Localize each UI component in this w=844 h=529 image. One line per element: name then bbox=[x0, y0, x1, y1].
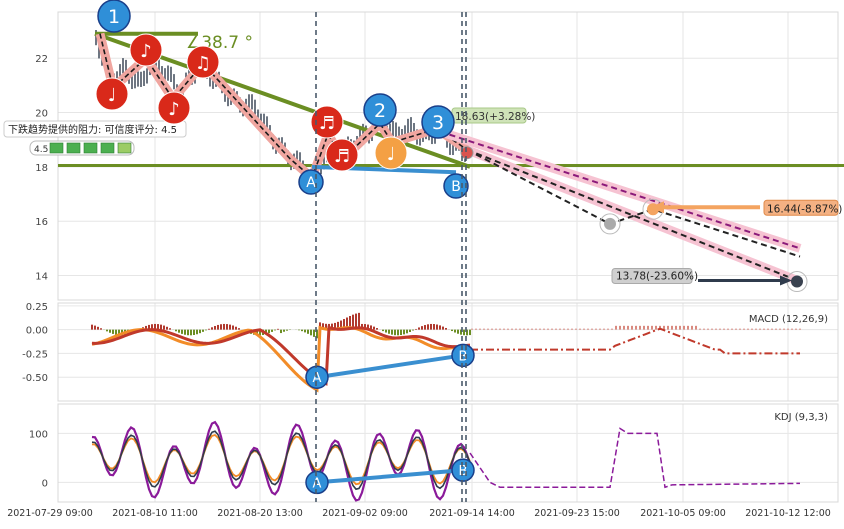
x-tick-label: 2021-09-02 09:00 bbox=[322, 508, 408, 519]
note-glyph: ♩ bbox=[387, 144, 396, 165]
score-star bbox=[100, 142, 115, 154]
x-tick-label: 2021-10-12 12:00 bbox=[745, 508, 831, 519]
macd-y-tick: 0.00 bbox=[26, 326, 48, 337]
x-tick-label: 2021-08-20 13:00 bbox=[217, 508, 303, 519]
kdj-divergence-line bbox=[316, 468, 464, 485]
note-marker bbox=[129, 33, 163, 67]
x-tick-label: 2021-07-29 09:00 bbox=[7, 508, 93, 519]
macd-y-tick: -0.50 bbox=[22, 373, 48, 384]
price-y-tick: 18 bbox=[35, 163, 48, 174]
resistance-label-box bbox=[3, 120, 187, 138]
axis-ticks: 2021-07-29 09:00 2021-08-10 11:00 2021-08-… bbox=[7, 54, 831, 519]
projection-upper bbox=[439, 130, 801, 250]
note-glyph: ♩ bbox=[108, 85, 117, 106]
macd-div-marker bbox=[451, 343, 475, 368]
kdj-y-tick: 0 bbox=[42, 478, 48, 489]
macd-div-label: B bbox=[459, 349, 468, 364]
projection-glow bbox=[465, 145, 802, 286]
resistance-label: 下跌趋势提供的阻力: 可信度评分: 4.5 bbox=[8, 123, 177, 136]
note-glyph: ♪ bbox=[168, 99, 180, 120]
macd-y-tick: 0.25 bbox=[26, 302, 48, 313]
kdj-panel-frame bbox=[57, 403, 839, 503]
lower-target-arrowhead bbox=[780, 275, 792, 286]
note-glyph: ♪ bbox=[140, 41, 152, 62]
grid bbox=[58, 12, 838, 502]
lower-target-box bbox=[611, 268, 693, 285]
macd-divergence-line bbox=[316, 353, 464, 380]
upper-target-arrowhead bbox=[650, 201, 664, 214]
ab-label: A bbox=[306, 175, 316, 191]
kdj-label: KDJ (9,3,3) bbox=[774, 412, 828, 423]
price-y-tick: 20 bbox=[35, 109, 48, 120]
vertical-markers bbox=[315, 12, 467, 502]
pivot-marker bbox=[421, 105, 455, 139]
x-tick-label: 2021-10-05 09:00 bbox=[640, 508, 726, 519]
pivot-marker bbox=[97, 0, 131, 33]
note-glyph: ♫ bbox=[195, 53, 211, 74]
price-panel: ∠38.7 °16.44(-8.87%)13.78(-23.60%)18.63(… bbox=[3, 0, 844, 293]
target-dot bbox=[604, 217, 616, 230]
kdj-y-tick: 100 bbox=[29, 429, 48, 440]
note-marker bbox=[186, 45, 220, 79]
score-value: 4.5 bbox=[34, 145, 48, 155]
upper-target-box bbox=[763, 199, 839, 216]
score-star bbox=[66, 142, 81, 154]
last-price-dot bbox=[460, 146, 474, 160]
target-dot bbox=[791, 275, 803, 288]
pivot-label: 2 bbox=[374, 100, 386, 122]
kdj-div-marker bbox=[305, 470, 329, 495]
kdj-div-label: B bbox=[459, 464, 468, 479]
macd-y-tick: -0.25 bbox=[22, 349, 48, 360]
pivot-label: 3 bbox=[432, 112, 444, 134]
kdj-div-label: A bbox=[313, 476, 322, 491]
price-y-tick: 22 bbox=[35, 54, 48, 65]
score-star bbox=[49, 142, 64, 154]
ab-label: B bbox=[451, 179, 461, 195]
macd-projection bbox=[470, 327, 800, 355]
x-tick-label: 2021-09-14 14:00 bbox=[429, 508, 515, 519]
score-star bbox=[117, 142, 132, 154]
kdj-projection bbox=[469, 427, 801, 489]
macd-label: MACD (12,26,9) bbox=[749, 314, 828, 325]
last-price-label: 18.63(+3.28%) bbox=[455, 111, 535, 123]
macd-panel-frame bbox=[57, 302, 839, 402]
note-marker bbox=[95, 77, 129, 111]
upper-target-label: 16.44(-8.87%) bbox=[767, 203, 842, 215]
price-y-tick: 16 bbox=[35, 217, 48, 228]
target-ring bbox=[599, 213, 621, 235]
note-marker bbox=[157, 91, 191, 125]
lower-target-label: 13.78(-23.60%) bbox=[616, 271, 698, 283]
macd-div-marker bbox=[305, 365, 329, 389]
note-glyph: ♬ bbox=[319, 113, 335, 134]
note-marker bbox=[374, 136, 408, 170]
note-marker bbox=[310, 105, 344, 139]
note-marker bbox=[325, 138, 359, 172]
pivot-label: 1 bbox=[108, 6, 120, 28]
macd-panel: MACD (12,26,9) A B bbox=[91, 312, 828, 393]
price-y-tick: 14 bbox=[35, 272, 48, 283]
score-star bbox=[83, 142, 98, 154]
x-tick-label: 2021-08-10 11:00 bbox=[112, 508, 198, 519]
macd-div-label: A bbox=[313, 371, 322, 386]
kdj-k-line bbox=[91, 430, 471, 491]
kdj-panel: KDJ (9,3,3) A B bbox=[91, 412, 828, 502]
pivot-marker bbox=[363, 93, 397, 127]
x-tick-label: 2021-09-23 15:00 bbox=[534, 508, 620, 519]
note-glyph: ♬ bbox=[334, 146, 350, 167]
kdj-div-marker bbox=[451, 458, 475, 482]
signal-line bbox=[91, 325, 471, 386]
ab-marker bbox=[298, 169, 324, 195]
price-panel-frame bbox=[57, 11, 839, 301]
projection-path bbox=[466, 148, 801, 258]
